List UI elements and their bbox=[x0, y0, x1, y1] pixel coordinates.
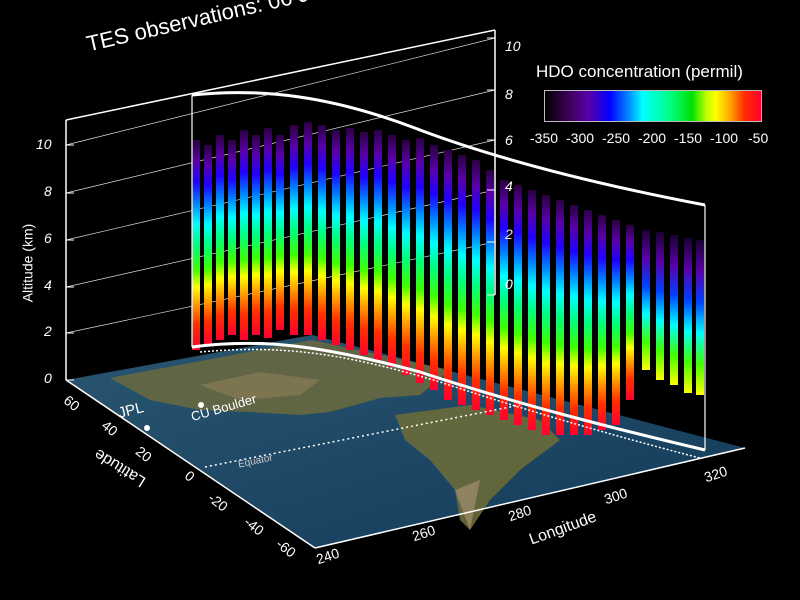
colorbar-tick: -350 bbox=[530, 130, 559, 146]
altitude-tick: 8 bbox=[44, 183, 52, 199]
colorbar-tick: -300 bbox=[566, 130, 595, 146]
equator-line bbox=[204, 404, 521, 468]
right-altitude-tick: 2 bbox=[505, 226, 513, 242]
altitude-tick: 6 bbox=[44, 230, 52, 246]
right-altitude-tick: 8 bbox=[505, 86, 513, 102]
altitude-tick: 10 bbox=[36, 136, 52, 152]
cu-boulder-marker bbox=[198, 402, 204, 408]
colorbar-tick: -100 bbox=[710, 130, 739, 146]
right-altitude-tick: 6 bbox=[505, 132, 513, 148]
curtain-outline bbox=[191, 91, 706, 459]
right-altitude-tick: 0 bbox=[505, 276, 513, 292]
altitude-tick: 0 bbox=[44, 370, 52, 386]
colorbar-tick: -50 bbox=[748, 130, 769, 146]
altitude-tick: 4 bbox=[44, 277, 52, 293]
colorbar-title: HDO concentration (permil) bbox=[536, 62, 743, 81]
right-altitude-tick: 10 bbox=[505, 38, 521, 54]
colorbar-tick: -150 bbox=[674, 130, 703, 146]
colorbar bbox=[544, 90, 762, 122]
profile-columns bbox=[192, 122, 704, 435]
jpl-marker bbox=[144, 425, 150, 431]
colorbar-tick: -250 bbox=[602, 130, 631, 146]
right-altitude-tick: 4 bbox=[505, 178, 513, 194]
altitude-axis-label: Altitude (km) bbox=[19, 223, 36, 303]
altitude-tick: 2 bbox=[44, 323, 52, 339]
colorbar-tick: -200 bbox=[638, 130, 667, 146]
